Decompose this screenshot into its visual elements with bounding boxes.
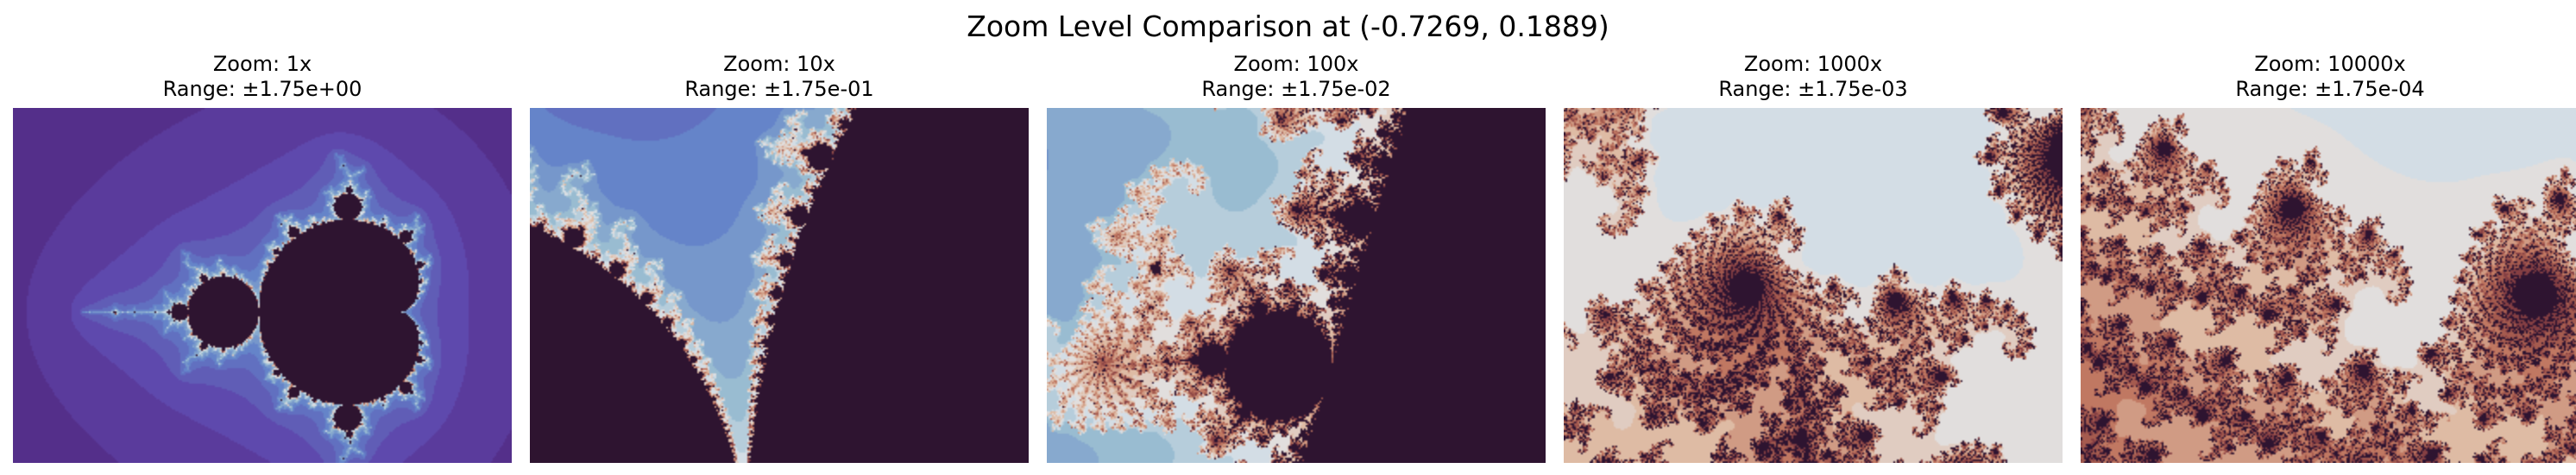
mandelbrot-image bbox=[2081, 108, 2576, 463]
zoom-label: Zoom: 1000x bbox=[1743, 52, 1883, 76]
range-label: Range: ±1.75e+00 bbox=[162, 77, 362, 101]
mandelbrot-image bbox=[13, 108, 512, 463]
figure-title: Zoom Level Comparison at (-0.7269, 0.188… bbox=[967, 10, 1609, 43]
zoom-panel-100x: Zoom: 100x Range: ±1.75e-02 bbox=[1047, 52, 1546, 465]
range-label: Range: ±1.75e-01 bbox=[684, 77, 874, 101]
zoom-panel-10x: Zoom: 10x Range: ±1.75e-01 bbox=[530, 52, 1029, 465]
range-label: Range: ±1.75e-03 bbox=[1718, 77, 1908, 101]
panel-title: Zoom: 10000x Range: ±1.75e-04 bbox=[2081, 52, 2576, 102]
panel-title: Zoom: 1000x Range: ±1.75e-03 bbox=[1564, 52, 2063, 102]
panel-title: Zoom: 100x Range: ±1.75e-02 bbox=[1047, 52, 1546, 102]
zoom-label: Zoom: 100x bbox=[1233, 52, 1359, 76]
zoom-panel-10000x: Zoom: 10000x Range: ±1.75e-04 bbox=[2081, 52, 2576, 465]
mandelbrot-image bbox=[1047, 108, 1546, 463]
mandelbrot-image bbox=[1564, 108, 2063, 463]
range-label: Range: ±1.75e-04 bbox=[2235, 77, 2425, 101]
mandelbrot-image bbox=[530, 108, 1029, 463]
zoom-label: Zoom: 10000x bbox=[2254, 52, 2406, 76]
zoom-panel-1000x: Zoom: 1000x Range: ±1.75e-03 bbox=[1564, 52, 2063, 465]
panel-title: Zoom: 1x Range: ±1.75e+00 bbox=[13, 52, 512, 102]
zoom-label: Zoom: 1x bbox=[212, 52, 312, 76]
zoom-panel-1x: Zoom: 1x Range: ±1.75e+00 bbox=[13, 52, 512, 465]
panel-title: Zoom: 10x Range: ±1.75e-01 bbox=[530, 52, 1029, 102]
range-label: Range: ±1.75e-02 bbox=[1201, 77, 1391, 101]
zoom-label: Zoom: 10x bbox=[723, 52, 835, 76]
